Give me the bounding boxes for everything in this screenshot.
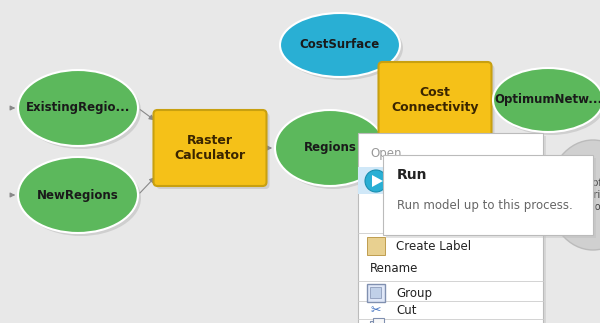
Ellipse shape xyxy=(21,73,141,149)
Ellipse shape xyxy=(18,70,138,146)
Text: Run: Run xyxy=(396,174,419,187)
Ellipse shape xyxy=(18,157,138,233)
Text: Group: Group xyxy=(396,287,432,299)
Circle shape xyxy=(365,170,387,192)
FancyBboxPatch shape xyxy=(157,113,269,189)
Text: Run: Run xyxy=(397,168,427,182)
Bar xyxy=(358,167,543,194)
Text: Rename: Rename xyxy=(370,263,418,276)
Ellipse shape xyxy=(548,140,600,250)
FancyBboxPatch shape xyxy=(379,62,491,138)
Ellipse shape xyxy=(493,68,600,132)
Bar xyxy=(361,136,546,323)
Text: Copy: Copy xyxy=(396,322,426,323)
Text: NewRegions: NewRegions xyxy=(37,189,119,202)
Bar xyxy=(383,155,593,235)
Text: Create Label: Create Label xyxy=(396,239,471,253)
Text: Cost
Connectivity: Cost Connectivity xyxy=(391,86,479,114)
Bar xyxy=(367,284,385,302)
Ellipse shape xyxy=(496,71,600,135)
Ellipse shape xyxy=(283,16,403,80)
Bar xyxy=(370,321,381,323)
Text: ✂: ✂ xyxy=(371,305,381,318)
Text: class of
neighboring
connections: class of neighboring connections xyxy=(554,178,600,212)
Text: ExistingRegio...: ExistingRegio... xyxy=(26,101,130,114)
Text: CostSurface: CostSurface xyxy=(300,38,380,51)
FancyBboxPatch shape xyxy=(382,65,494,141)
Text: OptimumNetw...: OptimumNetw... xyxy=(494,93,600,107)
Polygon shape xyxy=(372,175,383,187)
Text: Cut: Cut xyxy=(396,305,416,318)
Text: Regions: Regions xyxy=(304,141,356,154)
Ellipse shape xyxy=(275,110,385,186)
Text: Run model up to this process.: Run model up to this process. xyxy=(397,199,573,212)
FancyBboxPatch shape xyxy=(154,110,266,186)
Text: Open...: Open... xyxy=(370,147,413,160)
Ellipse shape xyxy=(278,113,388,189)
Bar xyxy=(370,287,381,298)
Ellipse shape xyxy=(21,160,141,236)
Bar xyxy=(358,133,543,323)
Text: Raster
Calculator: Raster Calculator xyxy=(175,134,245,162)
Ellipse shape xyxy=(280,13,400,77)
Bar xyxy=(373,318,384,323)
Bar xyxy=(367,237,385,255)
Bar xyxy=(386,158,596,238)
